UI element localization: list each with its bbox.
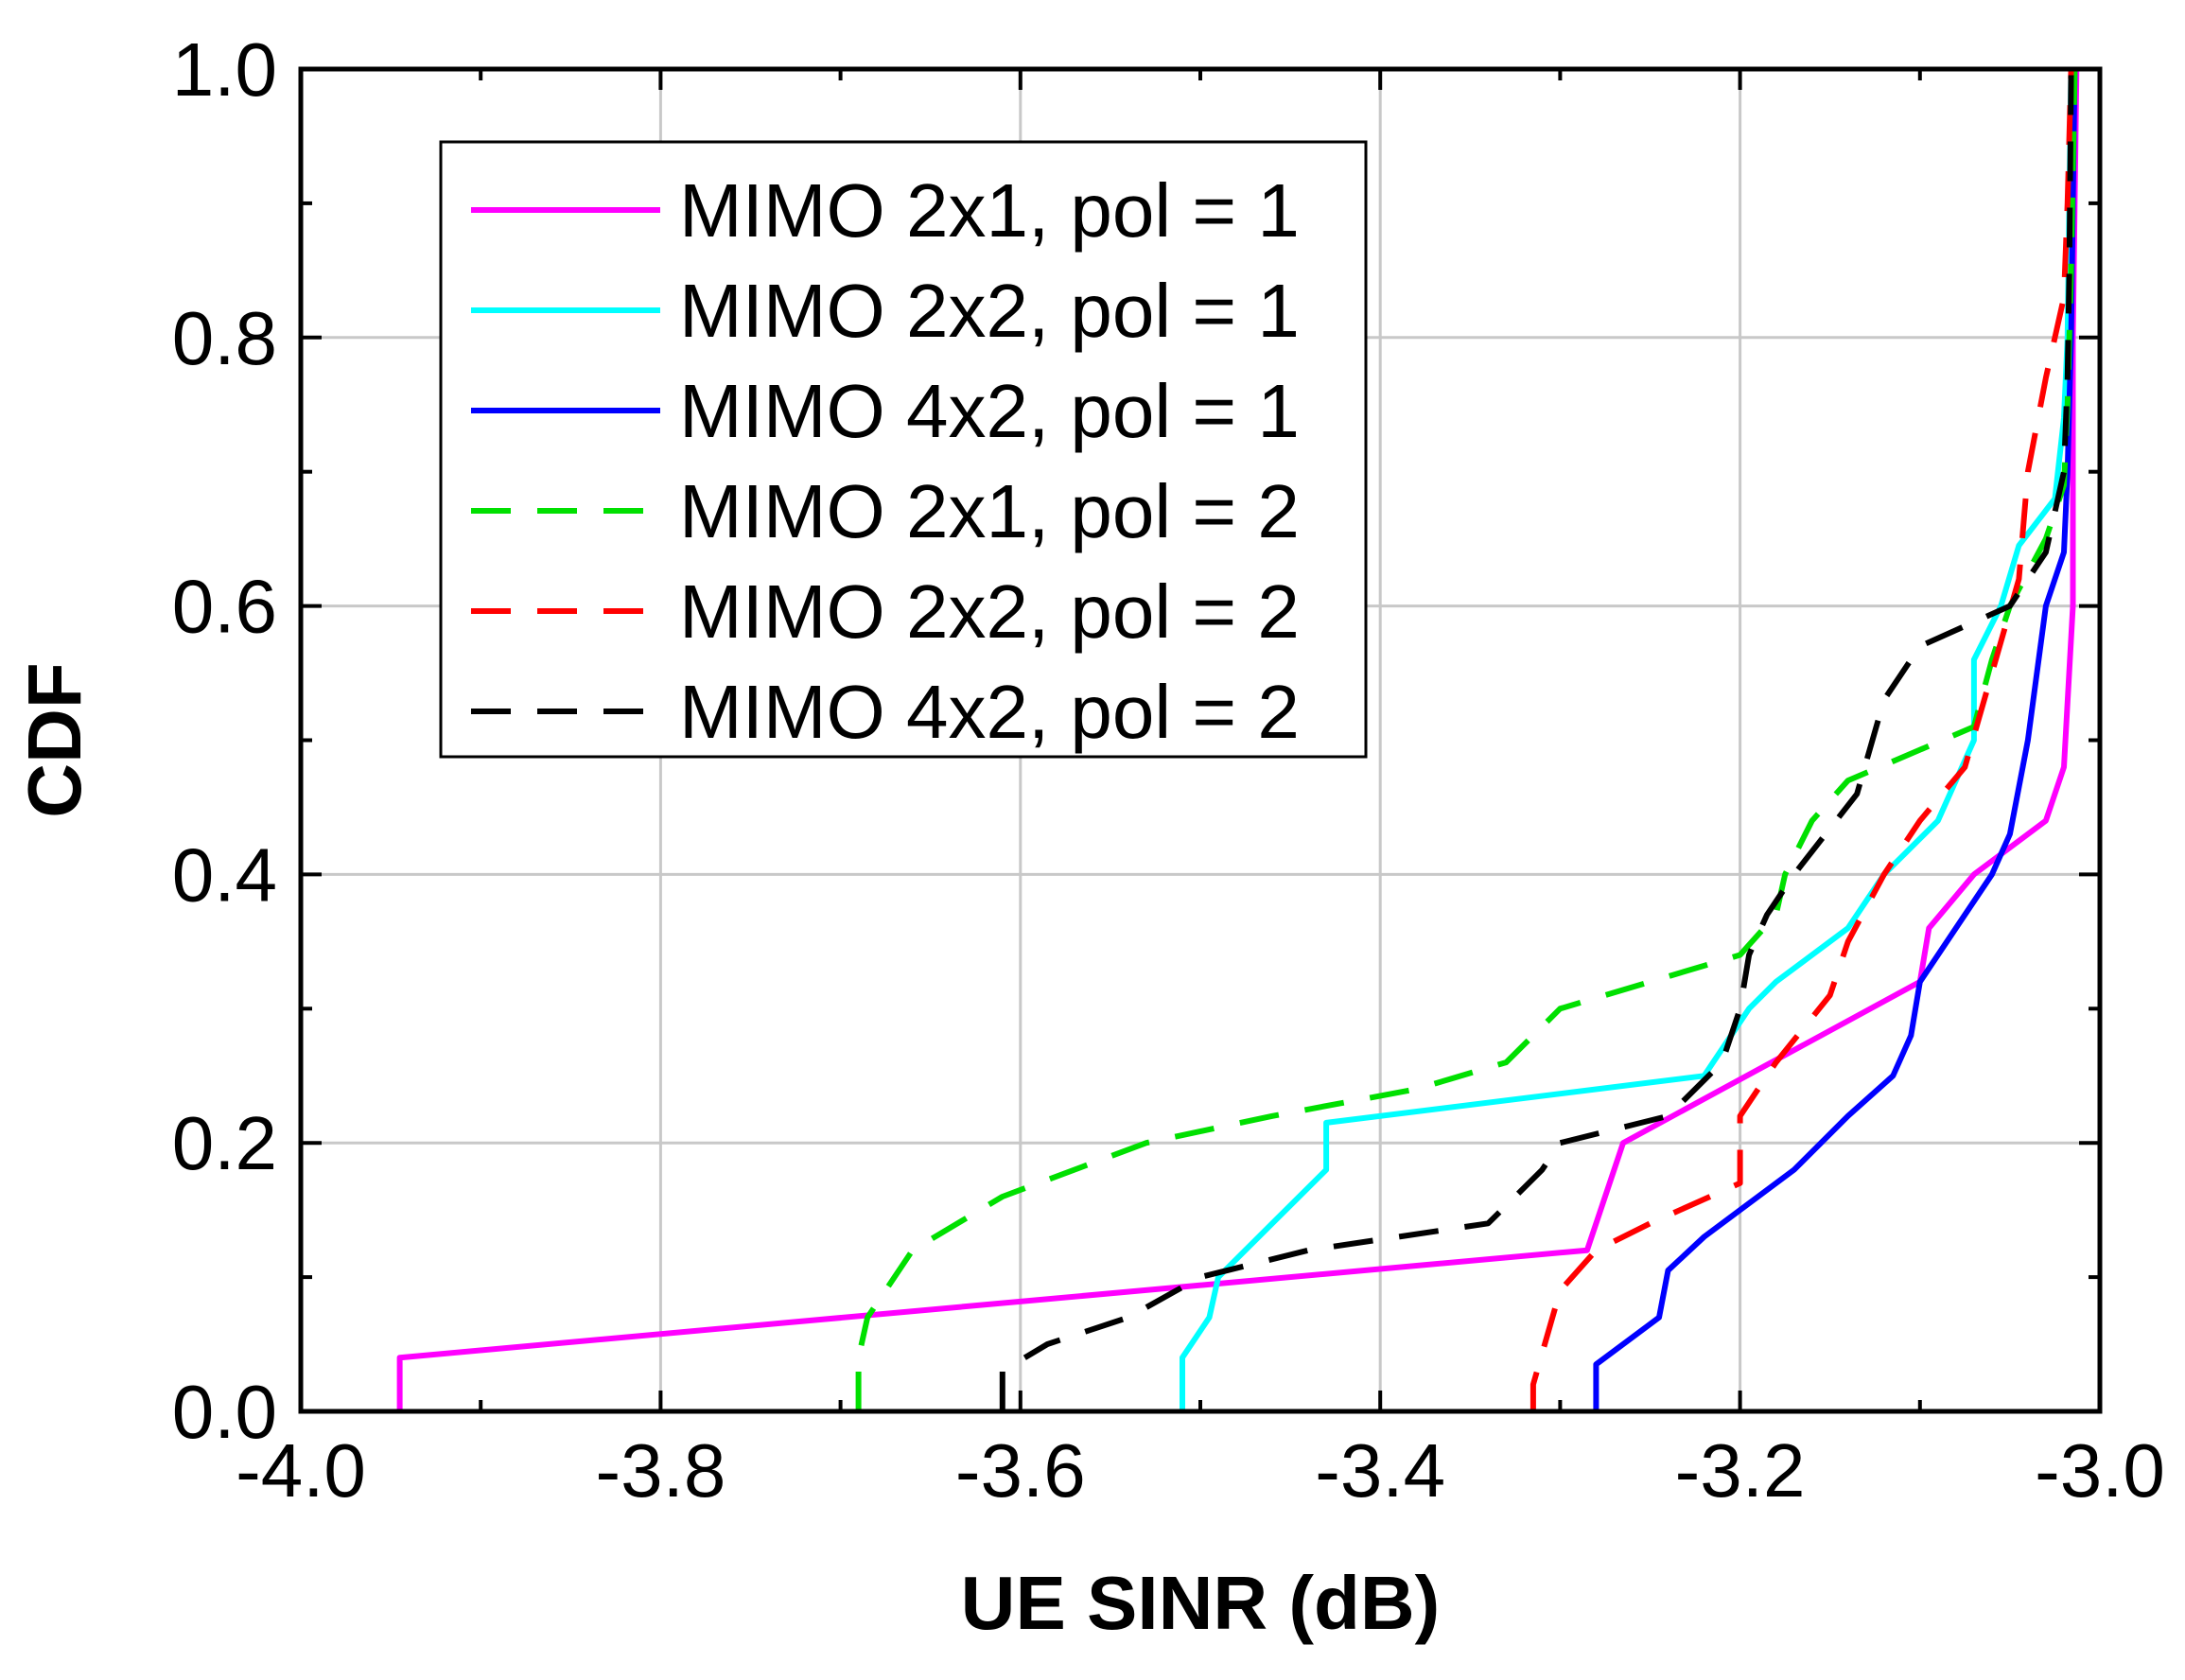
legend-label: MIMO 2x1, pol = 2: [679, 469, 1300, 553]
legend-box: [439, 140, 1368, 759]
legend: MIMO 2x1, pol = 1 MIMO 2x2, pol = 1 MIMO 4…: [439, 140, 1368, 759]
axis-ticks: [299, 67, 2102, 1413]
x-axis-label: UE SINR (dB): [961, 1561, 1441, 1645]
y-axis-label: CDF: [12, 662, 96, 817]
x-tick-label: -3.6: [955, 1428, 1086, 1513]
series-line-3: [1593, 68, 2078, 1411]
x-tick-label: -3.8: [595, 1428, 725, 1513]
legend-label: MIMO 4x2, pol = 2: [679, 670, 1300, 754]
series-line-5: [1530, 68, 2074, 1411]
series-line-6: [999, 68, 2074, 1411]
x-tick-labels: -4.0 -3.8 -3.6 -3.4 -3.2 -3.0: [236, 1428, 2165, 1513]
y-tick-labels: 0.0 0.2 0.4 0.6 0.8 1.0: [172, 27, 277, 1454]
x-tick-label: -3.2: [1675, 1428, 1806, 1513]
series-line-2: [1180, 68, 2074, 1411]
legend-label: MIMO 2x2, pol = 1: [679, 269, 1300, 353]
series-lines: [396, 68, 2080, 1411]
x-tick-label: -4.0: [236, 1428, 366, 1513]
legend-label: MIMO 4x2, pol = 1: [679, 369, 1300, 453]
y-tick-label: 0.0: [172, 1370, 277, 1454]
y-tick-label: 0.6: [172, 565, 277, 649]
legend-label: MIMO 2x1, pol = 1: [679, 168, 1300, 253]
x-tick-label: -3.0: [2035, 1428, 2165, 1513]
legend-label: MIMO 2x2, pol = 2: [679, 569, 1300, 654]
x-tick-label: -3.4: [1315, 1428, 1445, 1513]
y-tick-label: 0.4: [172, 832, 277, 917]
y-tick-label: 0.2: [172, 1101, 277, 1185]
y-tick-label: 0.8: [172, 296, 277, 380]
series-line-1: [396, 68, 2080, 1411]
y-tick-label: 1.0: [172, 27, 277, 112]
